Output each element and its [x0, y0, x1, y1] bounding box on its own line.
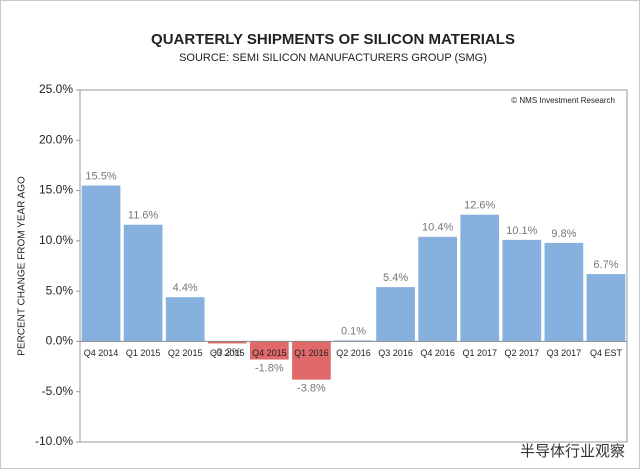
x-tick-label: Q3 2017	[547, 348, 582, 358]
watermark: 半导体行业观察	[520, 442, 625, 460]
x-tick-label: Q2 2015	[168, 348, 203, 358]
x-tick-label: Q4 EST	[590, 348, 623, 358]
bar	[249, 341, 289, 360]
value-label: 11.6%	[128, 210, 159, 222]
bar	[292, 341, 331, 380]
y-tick-label: 5.0%	[46, 283, 74, 297]
x-tick-label: Q2 2016	[336, 348, 371, 358]
plot-frame	[79, 89, 628, 443]
bar	[544, 242, 584, 342]
y-tick-label: -5.0%	[42, 384, 74, 398]
chart-title: QUARTERLY SHIPMENTS OF SILICON MATERIALS	[151, 31, 515, 48]
x-tick-label: Q3 2015	[210, 348, 245, 358]
y-tick-label: 10.0%	[39, 233, 73, 247]
value-label: -3.8%	[297, 383, 326, 395]
y-tick-label: 25.0%	[39, 82, 73, 96]
y-tick-label: 15.0%	[39, 183, 73, 197]
x-tick-label: Q2 2017	[505, 348, 540, 358]
y-tick-label: -10.0%	[35, 434, 73, 448]
bar	[418, 236, 458, 342]
bar	[334, 340, 373, 342]
value-label: 10.1%	[506, 225, 537, 237]
bar	[165, 297, 205, 342]
value-label: 9.8%	[551, 228, 576, 240]
x-tick-label: Q3 2016	[378, 348, 413, 358]
annotation: © NMS Investment Research	[511, 96, 615, 105]
y-tick-label: 20.0%	[39, 132, 73, 146]
bar	[376, 287, 415, 342]
value-label: 5.4%	[383, 272, 408, 284]
value-label: -0.2%	[213, 346, 242, 358]
bar	[460, 214, 500, 342]
value-label: 4.4%	[173, 282, 198, 294]
x-tick-label: Q1 2016	[294, 348, 329, 358]
bar	[123, 224, 163, 342]
bar	[207, 341, 247, 344]
x-tick-label: Q4 2016	[420, 348, 455, 358]
x-tick-label: Q4 2014	[84, 348, 119, 358]
value-label: 6.7%	[593, 259, 618, 271]
value-label: 12.6%	[464, 200, 495, 212]
chart-subtitle: SOURCE: SEMI SILICON MANUFACTURERS GROUP…	[179, 52, 487, 64]
value-label: 15.5%	[85, 170, 116, 182]
x-tick-label: Q1 2017	[462, 348, 497, 358]
y-tick-label: 0.0%	[46, 334, 74, 348]
bar	[81, 185, 121, 342]
x-tick-label: Q4 2015	[252, 348, 287, 358]
y-axis-label: PERCENT CHANGE FROM YEAR AGO	[17, 176, 28, 356]
value-label: 10.4%	[422, 222, 453, 234]
value-label: -1.8%	[255, 362, 284, 374]
x-tick-label: Q1 2015	[126, 348, 161, 358]
bar	[586, 274, 626, 342]
bar	[502, 239, 542, 342]
value-label: 0.1%	[341, 325, 366, 337]
